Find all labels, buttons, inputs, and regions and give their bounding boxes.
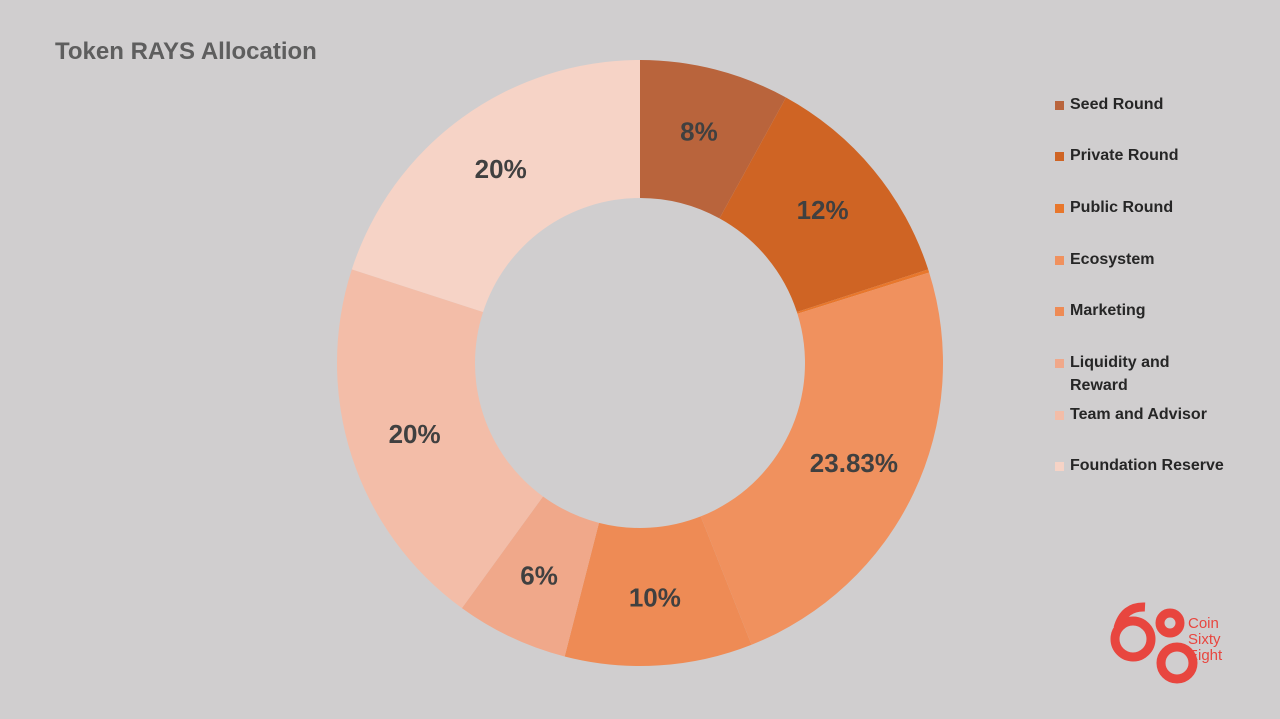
slice bbox=[640, 60, 786, 219]
logo-line: Coin bbox=[1188, 615, 1219, 632]
slice bbox=[719, 97, 929, 313]
logo-line: Sixty bbox=[1188, 631, 1221, 648]
legend-item: Team and Advisor bbox=[1055, 403, 1230, 426]
legend-swatch bbox=[1055, 256, 1064, 265]
legend-swatch bbox=[1055, 152, 1064, 161]
legend-swatch bbox=[1055, 307, 1064, 316]
logo-text: Coin Sixty Eight bbox=[1188, 616, 1222, 664]
slice bbox=[336, 269, 544, 609]
slice bbox=[700, 272, 943, 645]
legend-item: Private Round bbox=[1055, 144, 1230, 167]
logo-mark bbox=[1110, 602, 1198, 684]
logo-line: Eight bbox=[1188, 647, 1223, 664]
data-label: 20% bbox=[475, 154, 527, 184]
legend-label: Marketing bbox=[1070, 302, 1146, 319]
data-label: 20% bbox=[389, 419, 441, 449]
data-label: 6% bbox=[520, 560, 558, 590]
data-label: 8% bbox=[680, 116, 718, 146]
legend-item: Seed Round bbox=[1055, 93, 1230, 116]
data-label: 10% bbox=[629, 582, 681, 612]
legend-swatch bbox=[1055, 204, 1064, 213]
chart-title: Token RAYS Allocation bbox=[55, 38, 317, 65]
slice bbox=[351, 60, 640, 313]
legend-label: Ecosystem bbox=[1070, 251, 1155, 268]
legend-label: Private Round bbox=[1070, 147, 1179, 164]
legend-label: Foundation Reserve bbox=[1070, 457, 1224, 474]
legend-item: Ecosystem bbox=[1055, 248, 1230, 271]
legend-label: Liquidity and Reward bbox=[1070, 354, 1170, 394]
slice bbox=[461, 496, 599, 657]
legend-item: Public Round bbox=[1055, 196, 1230, 219]
legend-item: Foundation Reserve bbox=[1055, 454, 1230, 477]
legend-label: Seed Round bbox=[1070, 96, 1164, 113]
legend-label: Team and Advisor bbox=[1070, 406, 1207, 423]
legend-swatch bbox=[1055, 411, 1064, 420]
legend-item: Marketing bbox=[1055, 299, 1230, 322]
legend-label: Public Round bbox=[1070, 199, 1174, 216]
legend-item: Liquidity and Reward bbox=[1055, 351, 1230, 397]
slice bbox=[796, 269, 930, 314]
legend-swatch bbox=[1055, 462, 1064, 471]
data-label: 12% bbox=[797, 195, 849, 225]
legend-swatch bbox=[1055, 101, 1064, 110]
data-label: 23.83% bbox=[810, 448, 898, 478]
slice bbox=[564, 516, 752, 667]
legend-swatch bbox=[1055, 359, 1064, 368]
